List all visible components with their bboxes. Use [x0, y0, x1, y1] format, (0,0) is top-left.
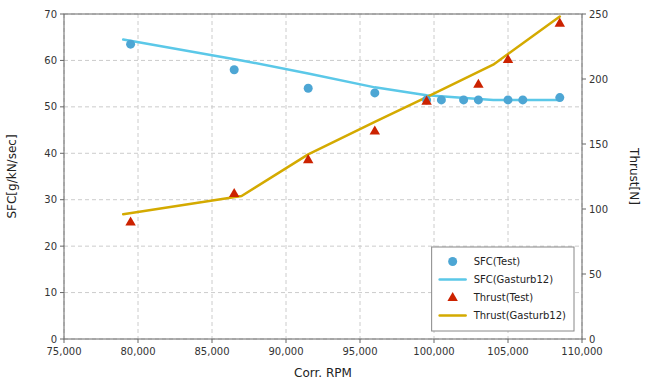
- tick: [60, 339, 64, 340]
- tick: [582, 339, 586, 340]
- tick: [60, 199, 64, 200]
- y2-axis: 0 50 100 150 200 250 Thrust[N]: [582, 9, 641, 345]
- grid: [64, 14, 582, 339]
- x-axis: 75,000 80,000 85,000 90,000 95,000 100,000 105…: [47, 339, 603, 380]
- plot-frame: [64, 14, 582, 339]
- point: [473, 79, 483, 88]
- legend-swatch: [440, 314, 466, 317]
- tick: [138, 339, 139, 343]
- grid-line: [286, 14, 287, 339]
- tick-label: 75,000: [47, 346, 82, 357]
- legend-swatch: [440, 278, 466, 281]
- grid-line: [64, 106, 582, 107]
- tick-label: 110,000: [561, 346, 602, 357]
- legend-swatch: [448, 257, 457, 266]
- plot-area: [123, 17, 565, 226]
- tick-label: 100: [589, 204, 608, 215]
- tick-label: 80,000: [121, 346, 156, 357]
- tick-label: 85,000: [195, 346, 230, 357]
- point: [126, 40, 135, 49]
- point: [503, 54, 513, 63]
- tick-label: 105,000: [487, 346, 528, 357]
- point: [555, 18, 565, 27]
- grid-line: [212, 14, 213, 339]
- tick: [434, 339, 435, 343]
- tick: [60, 14, 64, 15]
- legend-label: Thrust(Gasturb12): [473, 310, 566, 321]
- tick: [582, 144, 586, 145]
- legend-box: [432, 247, 574, 331]
- tick: [582, 274, 586, 275]
- point: [230, 65, 239, 74]
- grid-line: [64, 246, 582, 247]
- line: [123, 40, 560, 100]
- tick: [508, 339, 509, 343]
- tick-label: 150: [589, 139, 608, 150]
- grid-line: [360, 14, 361, 339]
- tick: [360, 339, 361, 343]
- point: [437, 95, 446, 104]
- legend-item: Thrust(Gasturb12): [440, 310, 566, 321]
- legend-swatch: [447, 292, 457, 301]
- tick-label: 50: [589, 269, 602, 280]
- tick-label: 10: [44, 287, 57, 298]
- tick-label: 70: [44, 9, 57, 20]
- grid-line: [64, 199, 582, 200]
- tick-label: 95,000: [343, 346, 378, 357]
- tick-label: 250: [589, 9, 608, 20]
- point: [474, 95, 483, 104]
- tick-label: 0: [589, 334, 595, 345]
- legend-item: Thrust(Test): [447, 292, 533, 303]
- tick: [582, 339, 583, 343]
- tick: [60, 153, 64, 154]
- tick: [212, 339, 213, 343]
- y-axis: 0 10 20 30 40 50 60 70 SFC[g/kN/sec]: [5, 9, 64, 345]
- tick-label: 90,000: [269, 346, 304, 357]
- tick-label: 60: [44, 55, 57, 66]
- tick-label: 20: [44, 241, 57, 252]
- tick: [60, 246, 64, 247]
- legend: SFC(Test) SFC(Gasturb12) Thrust(Test) Thrus…: [432, 247, 574, 331]
- tick: [60, 60, 64, 61]
- legend-label: SFC(Gasturb12): [474, 274, 554, 285]
- tick: [582, 14, 586, 15]
- tick-label: 0: [51, 334, 57, 345]
- point: [518, 95, 527, 104]
- tick: [64, 339, 65, 343]
- tick: [60, 292, 64, 293]
- point: [229, 188, 239, 197]
- point: [370, 126, 380, 135]
- axis-label: Thrust[N]: [627, 147, 641, 205]
- legend-label: Thrust(Test): [473, 292, 534, 303]
- legend-item: SFC(Test): [448, 256, 520, 267]
- tick: [60, 106, 64, 107]
- point: [422, 95, 431, 104]
- tick-label: 200: [589, 74, 608, 85]
- tick-label: 40: [44, 148, 57, 159]
- grid-line: [64, 153, 582, 154]
- legend-label: SFC(Test): [474, 256, 521, 267]
- point: [504, 95, 513, 104]
- tick-label: 30: [44, 194, 57, 205]
- point: [125, 217, 135, 226]
- point: [421, 96, 431, 105]
- point: [304, 84, 313, 93]
- point: [370, 88, 379, 97]
- tick: [286, 339, 287, 343]
- point: [555, 93, 564, 102]
- point: [459, 95, 468, 104]
- point: [303, 154, 313, 163]
- tick: [582, 79, 586, 80]
- axis-label: SFC[g/kN/sec]: [5, 134, 19, 218]
- axis-label: Corr. RPM: [294, 366, 352, 380]
- tick: [582, 209, 586, 210]
- chart: 75,00080,00085,00090,00095,000100,000105…: [0, 0, 646, 387]
- tick-label: 50: [44, 101, 57, 112]
- legend-item: SFC(Gasturb12): [440, 274, 554, 285]
- tick-label: 100,000: [413, 346, 454, 357]
- grid-line: [138, 14, 139, 339]
- line: [123, 17, 560, 215]
